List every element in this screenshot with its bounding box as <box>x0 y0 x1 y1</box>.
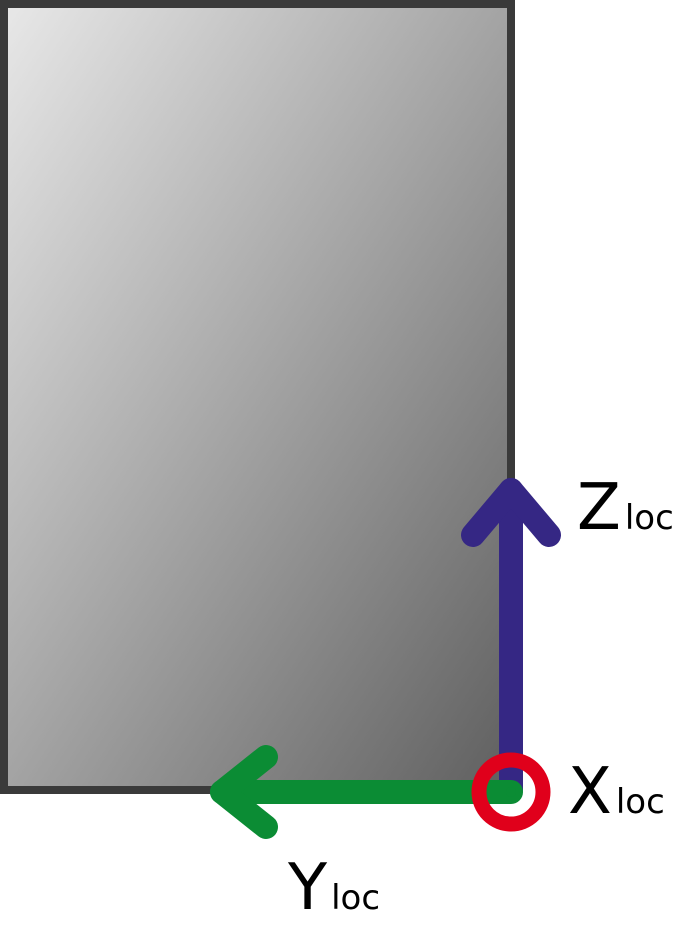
rectangular-body <box>0 0 515 794</box>
x-axis-subscript: loc <box>616 782 665 822</box>
x-axis-letter: X <box>568 755 612 829</box>
z-axis-letter: Z <box>577 471 621 545</box>
y-axis-subscript: loc <box>331 878 380 918</box>
x-axis-circle-icon <box>471 752 551 832</box>
z-axis-arrow <box>461 478 561 802</box>
y-axis-arrow <box>210 745 523 839</box>
z-axis-subscript: loc <box>625 498 674 538</box>
y-axis-letter: Y <box>287 851 328 925</box>
